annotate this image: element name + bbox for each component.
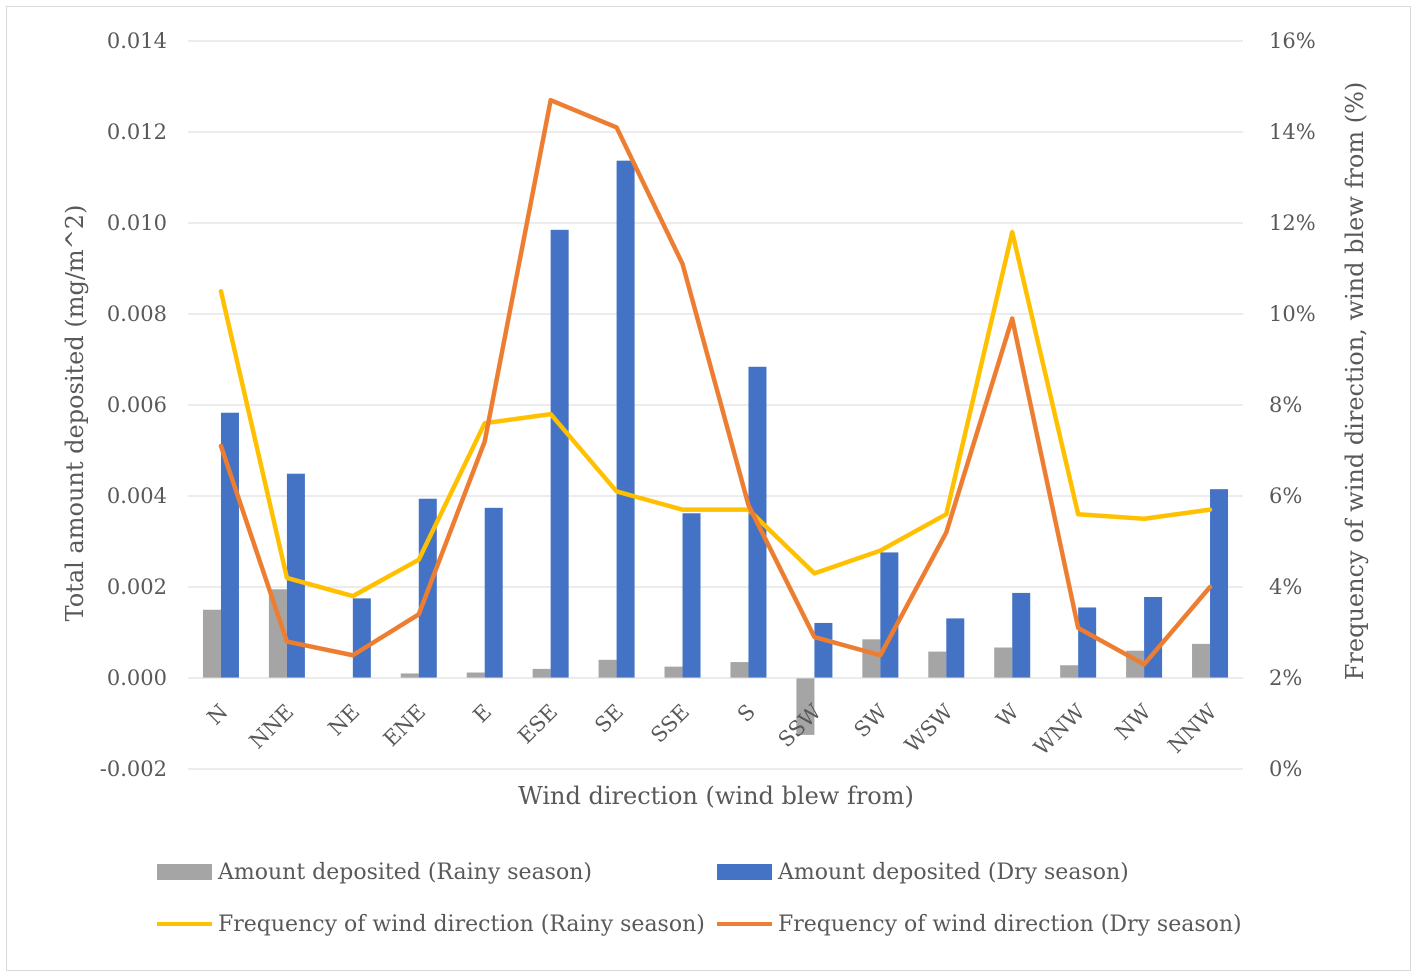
y-tick-label: 0.002	[107, 575, 167, 599]
line-group	[218, 97, 1213, 667]
chart-container: 0.014 0.012 0.010 0.008 0.006 0.004 0.002 0.000…	[6, 6, 1411, 971]
chart-svg: 0.014 0.012 0.010 0.008 0.006 0.004 0.002 0.000…	[61, 29, 1369, 937]
x-category-label: E	[468, 700, 496, 728]
y-tick-label: 0.012	[107, 120, 167, 144]
y-tick-label: 0.014	[107, 29, 167, 53]
line-rainy-frequency	[218, 229, 1213, 599]
legend-label-rainy-frequency: Frequency of wind direction (Rainy seaso…	[218, 912, 705, 937]
x-category-label: WSW	[900, 699, 958, 757]
bar-dry-deposit	[1078, 607, 1097, 678]
bar-dry-deposit	[550, 229, 569, 678]
bar-dry-deposit	[814, 622, 833, 678]
bar-dry-deposit	[1210, 489, 1229, 678]
x-category-label: ESE	[513, 700, 562, 749]
legend-label-dry-deposit: Amount deposited (Dry season)	[777, 860, 1129, 885]
y-tick-label: 0.000	[107, 666, 167, 690]
bar-rainy-deposit	[202, 609, 221, 678]
y-tick-label: 0.006	[107, 393, 167, 417]
bar-dry-deposit	[616, 160, 635, 679]
bar-dry-deposit	[880, 552, 899, 678]
bar-rainy-deposit	[400, 673, 419, 678]
bar-rainy-deposit	[730, 662, 749, 678]
bar-dry-deposit	[352, 598, 371, 678]
x-category-label: S	[733, 700, 760, 727]
y2-tick-label: 2%	[1269, 666, 1302, 690]
legend-swatch-rainy-deposit	[157, 864, 212, 880]
bar-rainy-deposit	[1192, 643, 1211, 678]
y2-tick-label: 16%	[1269, 29, 1316, 53]
x-category-label: NNE	[245, 700, 299, 754]
bar-rainy-deposit	[994, 647, 1013, 678]
x-axis-categories: N NNE NE ENE E ESE SE SSE S SSW SW WSW W WNW NW NNW	[203, 699, 1222, 760]
x-category-label: NW	[1110, 699, 1156, 745]
x-axis-title: Wind direction (wind blew from)	[518, 782, 914, 810]
x-category-label: NNW	[1163, 699, 1222, 758]
bar-dry-deposit	[1144, 597, 1163, 678]
y-tick-label: -0.002	[100, 757, 167, 781]
bar-dry-deposit	[1012, 592, 1031, 678]
bar-group	[188, 160, 1243, 735]
y-axis-ticks: 0.014 0.012 0.010 0.008 0.006 0.004 0.002 0.000…	[100, 29, 167, 781]
y2-tick-label: 8%	[1269, 393, 1302, 417]
x-category-label: W	[992, 699, 1025, 732]
bar-rainy-deposit	[268, 589, 287, 678]
bar-rainy-deposit	[928, 651, 947, 678]
bar-dry-deposit	[286, 473, 305, 678]
y-tick-label: 0.010	[107, 211, 167, 235]
x-category-label: WNW	[1029, 699, 1090, 760]
y2-tick-label: 0%	[1269, 757, 1302, 781]
y-axis-title: Total amount deposited (mg/m^2)	[61, 205, 89, 622]
legend-label-dry-frequency: Frequency of wind direction (Dry season)	[778, 912, 1242, 937]
gridlines	[188, 40, 1243, 770]
x-category-label: ENE	[379, 700, 431, 752]
y2-tick-label: 14%	[1269, 120, 1316, 144]
y2-tick-label: 6%	[1269, 484, 1302, 508]
y2-tick-label: 4%	[1269, 575, 1302, 599]
y-tick-label: 0.004	[107, 484, 167, 508]
bar-rainy-deposit	[532, 668, 551, 678]
legend-swatch-dry-deposit	[717, 864, 772, 880]
x-category-label: SW	[849, 699, 892, 742]
bar-rainy-deposit	[664, 666, 683, 678]
x-category-label: NE	[324, 700, 365, 741]
y2-tick-label: 12%	[1269, 211, 1316, 235]
bar-rainy-deposit	[598, 659, 617, 678]
bar-rainy-deposit	[466, 672, 485, 678]
y2-tick-label: 10%	[1269, 302, 1316, 326]
bar-rainy-deposit	[862, 639, 881, 678]
legend: Amount deposited (Rainy season) Amount d…	[157, 860, 1242, 937]
y-tick-label: 0.008	[107, 302, 167, 326]
x-category-label: N	[203, 700, 233, 730]
y2-axis-ticks: 16% 14% 12% 10% 8% 6% 4% 2% 0%	[1269, 29, 1316, 781]
bar-dry-deposit	[484, 507, 503, 678]
legend-label-rainy-deposit: Amount deposited (Rainy season)	[217, 860, 592, 885]
line-dry-frequency	[218, 97, 1213, 667]
bar-rainy-deposit	[796, 678, 815, 735]
x-category-label: SE	[590, 700, 628, 738]
x-category-label: SSE	[646, 700, 694, 748]
bar-dry-deposit	[946, 618, 965, 678]
bar-dry-deposit	[682, 513, 701, 678]
bar-rainy-deposit	[1060, 665, 1079, 678]
y2-axis-title: Frequency of wind direction, wind blew f…	[1341, 82, 1369, 681]
